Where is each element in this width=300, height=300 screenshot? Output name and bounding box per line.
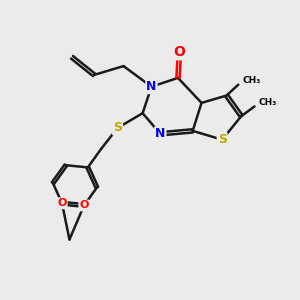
- Text: CH₃: CH₃: [243, 76, 261, 85]
- Text: N: N: [155, 127, 166, 140]
- Text: N: N: [146, 80, 157, 93]
- Text: O: O: [173, 45, 185, 59]
- Text: S: S: [218, 133, 226, 146]
- Text: O: O: [57, 198, 67, 208]
- Text: S: S: [113, 122, 122, 134]
- Text: O: O: [79, 200, 89, 211]
- Text: CH₃: CH₃: [259, 98, 277, 107]
